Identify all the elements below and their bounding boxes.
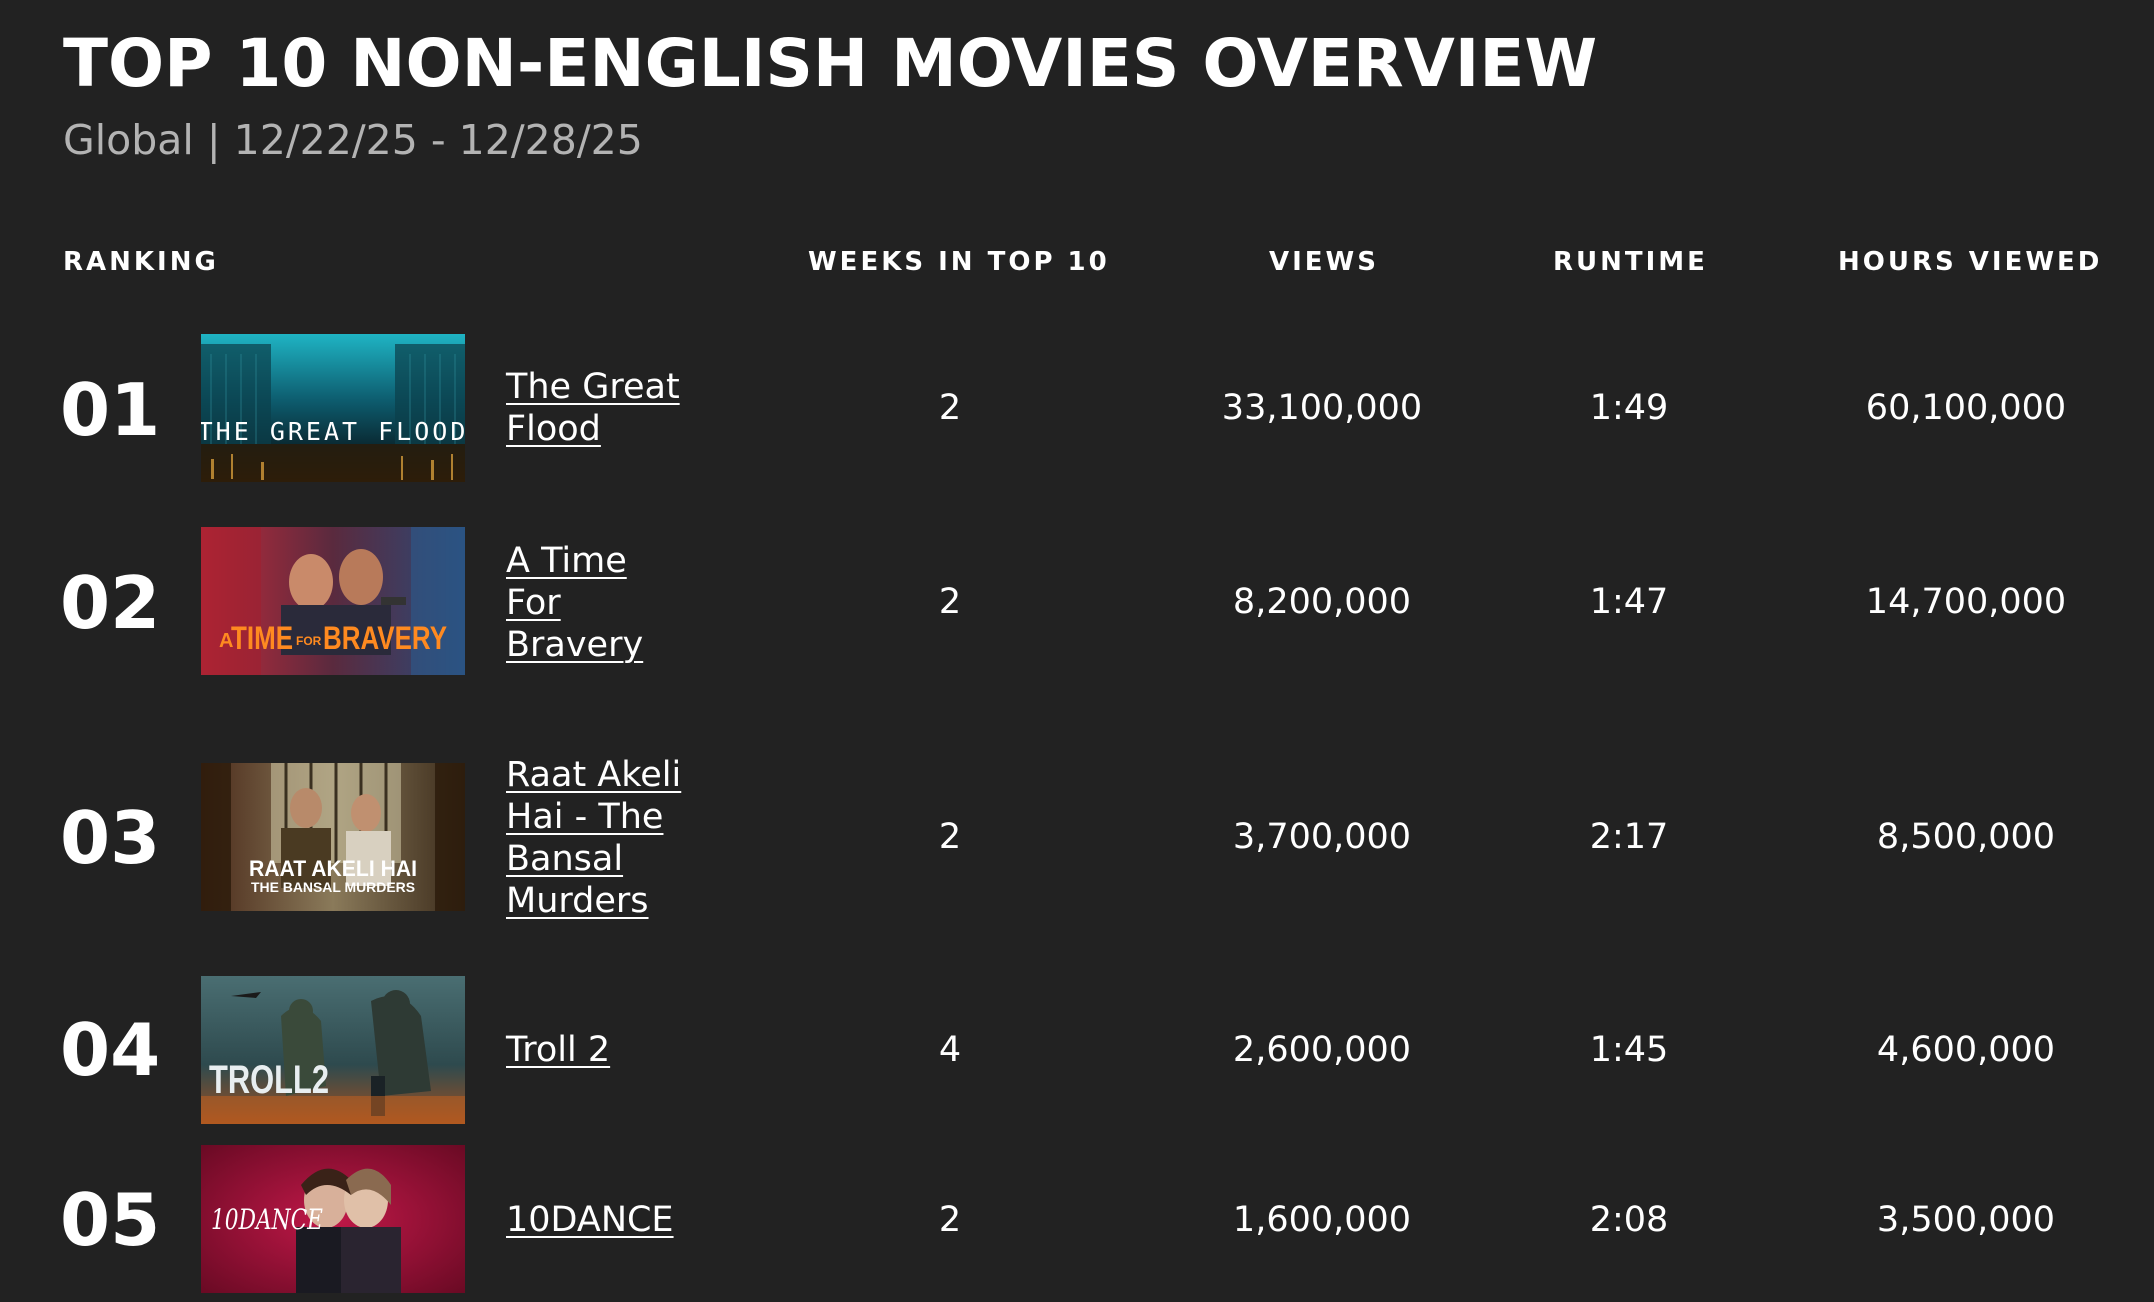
column-header-weeks: WEEKS IN TOP 10 (808, 247, 1110, 277)
poster-10dance[interactable]: 10DANCE (201, 1145, 465, 1293)
column-header-runtime: RUNTIME (1553, 247, 1708, 277)
poster-a-time-for-bravery[interactable]: A TIME FOR BRAVERY (201, 527, 465, 675)
rank-number: 01 (60, 368, 161, 452)
views-value: 33,100,000 (1221, 388, 1423, 428)
hours-viewed-value: 4,600,000 (1876, 1030, 2056, 1070)
hours-viewed-value: 3,500,000 (1876, 1200, 2056, 1240)
weeks-in-top-10: 2 (938, 817, 962, 857)
poster-title-text: 10DANCE (211, 1203, 323, 1236)
runtime-value: 2:17 (1589, 817, 1669, 857)
column-header-ranking: RANKING (63, 247, 219, 277)
weeks-in-top-10: 2 (938, 388, 962, 428)
runtime-value: 1:49 (1589, 388, 1669, 428)
rank-number: 03 (60, 796, 161, 880)
movie-title-link[interactable]: 10DANCE (506, 1200, 674, 1240)
rank-number: 02 (60, 561, 161, 645)
poster-title-text: THE GREAT FLOOD (201, 417, 465, 446)
views-value: 8,200,000 (1232, 582, 1412, 622)
poster-title-text-for: FOR (296, 634, 322, 648)
views-value: 3,700,000 (1232, 817, 1412, 857)
movie-title-link[interactable]: Troll 2 (506, 1030, 611, 1070)
poster-title-text: TROLL2 (209, 1058, 329, 1102)
page-title: TOP 10 NON-ENGLISH MOVIES OVERVIEW (63, 25, 1598, 102)
poster-troll-2[interactable]: TROLL2 (201, 976, 465, 1124)
poster-the-great-flood[interactable]: THE GREAT FLOOD (201, 334, 465, 482)
poster-title-text-main: RAAT AKELI HAI (249, 856, 417, 881)
movie-title-link[interactable]: Raat Akeli Hai - The Bansal Murders (506, 755, 682, 921)
hours-viewed-value: 8,500,000 (1876, 817, 2056, 857)
hours-viewed-value: 60,100,000 (1865, 388, 2067, 428)
rank-number: 04 (60, 1008, 161, 1092)
page-subtitle: Global | 12/22/25 - 12/28/25 (63, 116, 643, 164)
poster-title-text-sub: THE BANSAL MURDERS (251, 879, 415, 895)
poster-title-text-time: TIME (231, 620, 293, 656)
runtime-value: 1:47 (1589, 582, 1669, 622)
column-header-hours-viewed: HOURS VIEWED (1838, 247, 2103, 277)
rank-number: 05 (60, 1178, 161, 1262)
views-value: 1,600,000 (1232, 1200, 1412, 1240)
movie-title-link[interactable]: A Time For Bravery (506, 541, 644, 665)
column-header-views: VIEWS (1269, 247, 1379, 277)
poster-title-text-a: A (219, 630, 233, 652)
weeks-in-top-10: 4 (938, 1030, 962, 1070)
poster-raat-akeli-hai[interactable]: RAAT AKELI HAI THE BANSAL MURDERS (201, 763, 465, 911)
hours-viewed-value: 14,700,000 (1865, 582, 2067, 622)
weeks-in-top-10: 2 (938, 1200, 962, 1240)
runtime-value: 2:08 (1589, 1200, 1669, 1240)
poster-title-text-bravery: BRAVERY (323, 620, 447, 656)
movie-title-link[interactable]: The Great Flood (506, 367, 680, 449)
weeks-in-top-10: 2 (938, 582, 962, 622)
runtime-value: 1:45 (1589, 1030, 1669, 1070)
views-value: 2,600,000 (1232, 1030, 1412, 1070)
